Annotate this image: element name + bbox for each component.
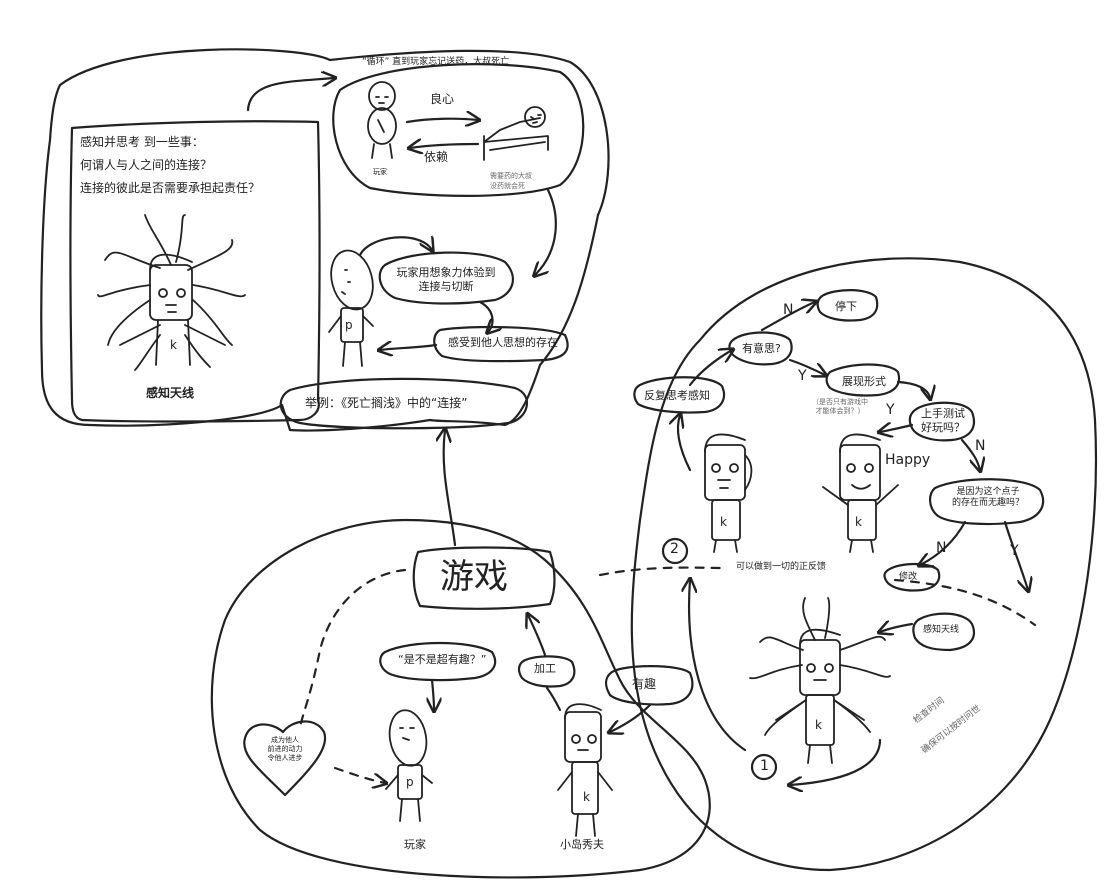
feel-others-text: 感受到他人思想的存在 — [448, 336, 558, 349]
game-box — [412, 546, 556, 610]
antenna-figure-right — [749, 597, 891, 764]
imagine-text: 玩家用想象力体验到 连接与切断 — [390, 266, 502, 294]
kojima-letter: k — [583, 790, 590, 804]
loop-bubble — [332, 63, 585, 197]
player-label-bottom: 玩家 — [404, 838, 426, 851]
dependence-label: 依赖 — [424, 150, 449, 164]
imagine-bubble — [378, 251, 515, 305]
question-bubble — [379, 641, 497, 682]
loop-title: “循环” 直到玩家忘记送药，大叔死亡 — [362, 57, 510, 67]
reflect-text: 反复思考感知 — [644, 389, 710, 402]
interesting-bubble — [728, 331, 793, 366]
imagine-line-2: 连接与切断 — [418, 279, 474, 293]
game-title: 游戏 — [440, 557, 508, 597]
player-caption-top: 玩家 — [373, 168, 387, 176]
process-bubble — [517, 655, 576, 688]
number-2: 2 — [670, 541, 679, 557]
process-text: 加工 — [534, 662, 556, 675]
modify-bubble — [883, 562, 941, 592]
outer-top-bubble — [40, 48, 610, 432]
right-egg — [630, 257, 1098, 872]
number-circle-2 — [661, 537, 689, 565]
antenna-letter-right: k — [815, 718, 822, 732]
try-line-2: 好玩吗？ — [921, 420, 965, 434]
antenna-text-right: 感知天线 — [923, 625, 960, 635]
antenna-character-top — [97, 214, 246, 371]
heart-line-1: 成为他人 — [271, 736, 299, 744]
note-text: （是否只有游戏中 才能体会到？） — [800, 398, 880, 416]
n-label-1: N — [783, 302, 794, 318]
heart-line-2: 前进的动力 — [267, 744, 303, 753]
note-line-1: （是否只有游戏中 — [812, 398, 868, 406]
player-letter: p — [406, 775, 414, 789]
kojima-figure-bottom — [557, 703, 613, 837]
y-label-3: Y — [1010, 543, 1019, 559]
uncle-caption-1: 需要药的大叔 — [490, 172, 532, 180]
feedback-text: 可以做到一切的正反馈 — [736, 562, 827, 572]
feel-bubble — [433, 325, 569, 363]
player-figure-thinking — [328, 249, 374, 367]
bottom-bubble — [210, 518, 711, 879]
player-figure-bottom — [385, 709, 433, 822]
thinker-letter: k — [720, 515, 727, 529]
modify-text: 修改 — [899, 572, 918, 582]
conscience-label: 良心 — [430, 92, 455, 106]
kojima-label: 小岛秀夫 — [560, 838, 604, 851]
heart-text: 成为他人 前进的动力 令他人进步 — [262, 736, 308, 762]
show-bubble — [825, 363, 901, 397]
card-line-2: 何谓人与人之间的连接？ — [80, 158, 213, 172]
player-figure-top — [367, 81, 397, 159]
try-bubble — [908, 401, 976, 442]
because-line-1: 是因为这个点子 — [956, 487, 1020, 497]
thinker-figure — [704, 433, 753, 553]
antenna-letter-top: k — [170, 338, 177, 352]
number-1: 1 — [760, 758, 769, 774]
number-circle-1 — [750, 753, 778, 781]
uncle-caption-2: 没药就会死 — [490, 182, 525, 190]
try-line-1: 上手测试 — [921, 407, 965, 420]
heart-shape — [243, 720, 327, 797]
thinking-letter: p — [345, 318, 353, 332]
card-line-1: 感知并思考 到一些事： — [80, 135, 204, 149]
show-form-text: 展现形式 — [842, 375, 886, 388]
n-label-3: N — [936, 540, 947, 556]
interesting-text: 有意思? — [742, 342, 781, 355]
because-text: 是因为这个点子 的存在而无趣吗？ — [936, 487, 1040, 510]
card-line-3: 连接的彼此是否需要承担起责任？ — [80, 181, 261, 195]
happy-letter: k — [855, 515, 862, 529]
stop-text: 停下 — [835, 300, 857, 313]
fun-bubble — [605, 665, 694, 706]
n-label-2: N — [975, 438, 986, 454]
note-line-2: 才能体会到？） — [815, 406, 865, 415]
because-bubble — [929, 478, 1045, 526]
uncle-in-bed — [483, 106, 549, 161]
heart-line-3: 令他人进步 — [267, 753, 303, 762]
inner-card-outline — [69, 120, 321, 423]
because-line-2: 的存在而无趣吗？ — [951, 498, 1024, 509]
stop-bubble — [816, 289, 879, 322]
antenna-bubble — [912, 612, 976, 652]
example-bubble — [279, 377, 528, 430]
antenna-label-top: 感知天线 — [146, 386, 195, 400]
imagine-line-1: 玩家用想象力体验到 — [396, 266, 496, 279]
happy-figure — [822, 433, 899, 553]
y-label-2: Y — [886, 402, 895, 418]
question-text: “是不是超有趣？” — [398, 653, 487, 666]
try-text: 上手测试 好玩吗？ — [915, 407, 971, 435]
example-text: 举例：《死亡搁浅》中的“连接” — [305, 396, 468, 410]
y-label-1: Y — [798, 368, 807, 384]
fun-text: 有趣 — [632, 677, 657, 691]
happy-text: Happy — [885, 452, 931, 468]
